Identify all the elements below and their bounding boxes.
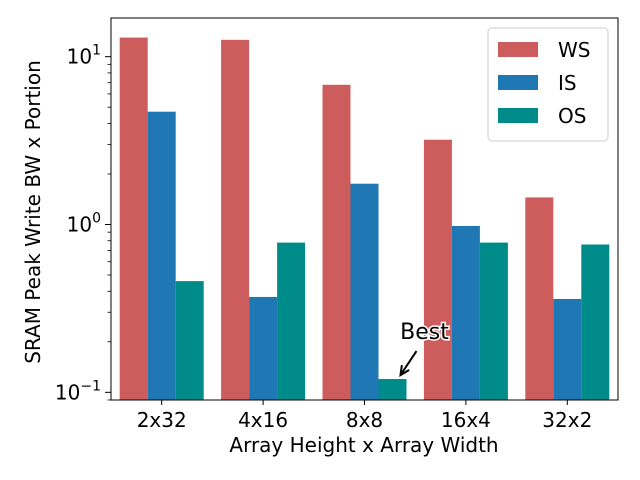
plot-frame bbox=[110, 17, 619, 401]
legend-swatch-os bbox=[498, 108, 538, 123]
x-tick-label: 2x32 bbox=[137, 408, 187, 432]
x-tick-label: 8x8 bbox=[346, 408, 383, 432]
bar-is-4x16 bbox=[249, 296, 278, 400]
legend: WS IS OS bbox=[487, 27, 609, 142]
y-tick-label: 100 bbox=[67, 210, 101, 236]
bar-os-16x4 bbox=[479, 242, 508, 400]
x-tick-label: 16x4 bbox=[441, 408, 491, 432]
x-ticks-group: 2x32 4x16 8x8 16x4 32x2 bbox=[137, 400, 592, 432]
bar-ws-32x2 bbox=[525, 197, 554, 400]
bar-is-8x8 bbox=[350, 183, 379, 400]
annotation-arrow bbox=[399, 350, 418, 376]
bar-is-32x2 bbox=[553, 298, 582, 400]
bar-os-2x32 bbox=[175, 281, 204, 400]
y-tick-label: 101 bbox=[67, 43, 101, 69]
bars-group bbox=[119, 37, 610, 401]
x-tick-label: 32x2 bbox=[542, 408, 592, 432]
bar-os-32x2 bbox=[581, 244, 610, 400]
legend-swatch-is bbox=[498, 75, 538, 90]
y-ticks-group: 10−1 100 101 bbox=[55, 43, 111, 404]
bar-os-8x8 bbox=[378, 379, 407, 400]
y-tick-label: 10−1 bbox=[55, 378, 101, 404]
legend-label-os: OS bbox=[558, 104, 586, 128]
annotation: Best bbox=[399, 319, 451, 377]
x-axis-label: Array Height x Array Width bbox=[229, 433, 498, 457]
x-tick-label: 4x16 bbox=[238, 408, 288, 432]
bar-ws-4x16 bbox=[221, 39, 250, 401]
legend-label-is: IS bbox=[558, 71, 577, 95]
y-axis-label: SRAM Peak Write BW x Portion bbox=[21, 60, 45, 364]
bar-ws-16x4 bbox=[423, 139, 452, 400]
bar-os-4x16 bbox=[277, 242, 306, 400]
bar-is-2x32 bbox=[147, 111, 176, 401]
bar-ws-8x8 bbox=[322, 84, 351, 401]
bar-ws-2x32 bbox=[119, 37, 148, 400]
bar-is-16x4 bbox=[451, 225, 480, 400]
annotation-arrowhead bbox=[399, 364, 410, 377]
legend-swatch-ws bbox=[498, 42, 538, 57]
annotation-text: Best bbox=[400, 320, 449, 345]
legend-label-ws: WS bbox=[558, 38, 590, 62]
